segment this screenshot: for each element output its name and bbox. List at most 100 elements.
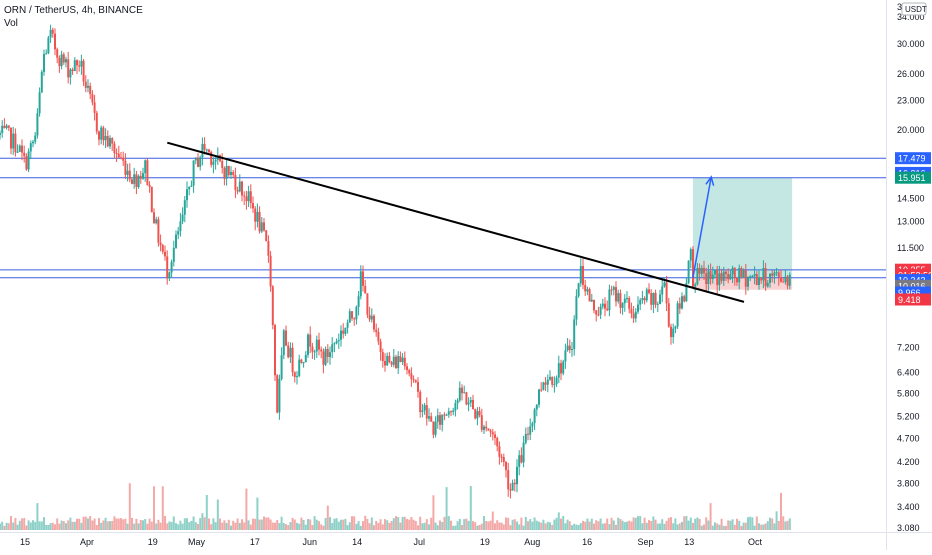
y-tick-label: 5.200 xyxy=(897,412,920,422)
volume-bar xyxy=(166,523,169,530)
volume-bar xyxy=(758,523,760,530)
volume-bar xyxy=(324,518,327,530)
x-tick-label: 17 xyxy=(250,537,260,547)
candle-body xyxy=(205,149,208,151)
price-badge xyxy=(895,152,931,165)
volume-bar xyxy=(764,523,767,530)
candle-body xyxy=(245,196,248,202)
candle-body xyxy=(533,409,536,424)
volume-bar xyxy=(133,523,136,530)
candle-body xyxy=(568,345,571,350)
candle-body xyxy=(87,85,89,88)
volume-bar xyxy=(348,522,351,530)
volume-bar xyxy=(612,520,615,530)
candle-body xyxy=(566,345,569,351)
volume-bar xyxy=(676,524,679,530)
volume-bar xyxy=(421,523,424,530)
candle-body xyxy=(58,57,61,67)
candle-body xyxy=(370,315,373,320)
target-zone[interactable] xyxy=(692,177,793,278)
candle-body xyxy=(769,273,771,283)
volume-bar xyxy=(106,521,109,530)
candle-body xyxy=(45,53,48,55)
volume-bar xyxy=(113,516,116,530)
candle-body xyxy=(782,281,785,283)
volume-bar xyxy=(639,516,642,530)
volume-bar xyxy=(386,520,389,530)
candle-body xyxy=(155,219,158,224)
volume-bar xyxy=(230,525,232,530)
y-tick-label-top: 3 xyxy=(897,2,902,12)
x-tick-label: 14 xyxy=(352,537,362,547)
candle-body xyxy=(157,219,160,243)
candle-body xyxy=(137,175,140,187)
volume-bar xyxy=(194,522,197,530)
volume-bar xyxy=(703,524,705,530)
volume-bar xyxy=(509,525,512,530)
volume-bar xyxy=(313,516,316,530)
currency-badge[interactable] xyxy=(901,2,927,16)
candle-body xyxy=(355,306,358,320)
candle-body xyxy=(115,153,118,155)
candle-body xyxy=(357,296,360,307)
y-tick-label: 13.000 xyxy=(897,217,925,227)
candle-body xyxy=(720,273,723,281)
candle-body xyxy=(760,277,763,281)
volume-bar xyxy=(278,523,281,530)
candle-body xyxy=(258,211,261,232)
volume-bar xyxy=(377,522,380,530)
candle-body xyxy=(302,362,305,364)
volume-bar xyxy=(678,523,681,530)
candle-body xyxy=(78,65,81,67)
candle-body xyxy=(392,356,395,365)
candle-body xyxy=(775,272,778,274)
volume-bar xyxy=(98,518,100,530)
volume-bar xyxy=(621,520,624,530)
volume-bar xyxy=(203,517,206,530)
candle-body xyxy=(5,125,8,128)
volume-bar xyxy=(293,519,296,530)
y-tick-label: 4.200 xyxy=(897,457,920,467)
candle-body xyxy=(692,249,694,287)
candle-body xyxy=(399,356,402,362)
candle-body xyxy=(254,208,257,222)
candle-body xyxy=(445,414,448,416)
volume-bar xyxy=(769,517,771,530)
volume-bar xyxy=(331,523,334,530)
candle-body xyxy=(450,411,452,413)
legend: ORN / TetherUS, 4h, BINANCE Vol xyxy=(4,4,143,30)
volume-bar xyxy=(516,521,518,530)
candle-body xyxy=(628,298,631,309)
candle-body xyxy=(700,267,703,274)
candle-body xyxy=(786,276,789,286)
candle-body xyxy=(593,299,595,311)
projection-arrow[interactable] xyxy=(692,176,712,278)
volume-bar xyxy=(720,518,723,530)
candle-body xyxy=(322,351,325,365)
candle-body xyxy=(595,310,598,315)
volume-bar xyxy=(454,525,457,530)
candle-body xyxy=(447,411,450,415)
candle-body xyxy=(208,149,210,152)
candle-body xyxy=(351,311,353,319)
candle-body xyxy=(703,267,705,274)
candle-body xyxy=(452,410,455,412)
volume-bar xyxy=(45,525,48,530)
candle-body xyxy=(265,230,268,242)
volume-bar xyxy=(480,523,483,530)
candle-body xyxy=(16,151,19,153)
candle-body xyxy=(648,289,650,293)
candle-body xyxy=(419,391,422,413)
volume-bar xyxy=(67,520,70,530)
volume-bar xyxy=(3,525,6,530)
candle-body xyxy=(320,349,323,352)
candle-body xyxy=(126,170,129,175)
volume-bar xyxy=(788,518,791,530)
trendline[interactable] xyxy=(167,141,745,303)
candle-body xyxy=(120,157,122,159)
candle-body xyxy=(362,271,364,286)
volume-bar xyxy=(355,523,358,530)
candle-body xyxy=(707,271,710,284)
